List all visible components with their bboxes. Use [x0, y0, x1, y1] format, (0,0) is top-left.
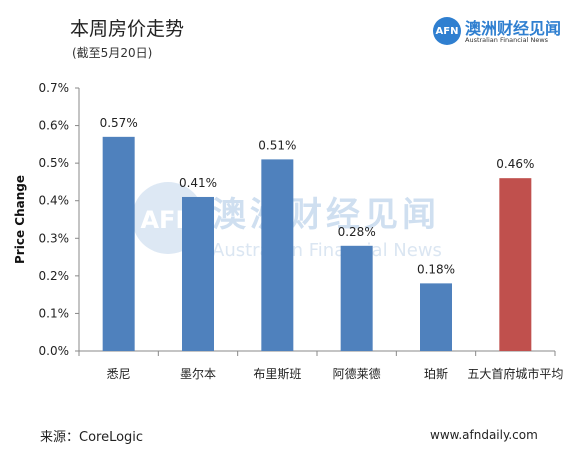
x-tick-label: 悉尼	[107, 367, 131, 381]
y-tick-label: 0.1%	[39, 306, 70, 320]
bar	[420, 283, 452, 351]
y-tick-label: 0.6%	[39, 119, 70, 133]
y-tick-label: 0.7%	[39, 81, 70, 95]
data-label: 0.57%	[100, 116, 138, 130]
x-tick-label: 五大首府城市平均	[467, 366, 563, 381]
bar	[499, 178, 532, 351]
y-tick-label: 0.3%	[39, 231, 70, 245]
logo-tagline: Australian Financial News	[465, 36, 549, 44]
chart-subtitle: (截至5月20日)	[72, 46, 153, 60]
data-label: 0.18%	[417, 262, 455, 276]
x-tick-label: 布里斯班	[253, 367, 301, 381]
data-label: 0.41%	[179, 176, 217, 190]
y-tick-label: 0.4%	[39, 194, 70, 208]
y-tick-label: 0.5%	[39, 156, 70, 170]
x-tick-label: 珀斯	[424, 367, 448, 381]
bar	[261, 159, 294, 351]
y-tick-label: 0.2%	[39, 269, 70, 283]
data-label: 0.51%	[258, 138, 296, 152]
source-text: 来源：CoreLogic	[40, 430, 144, 445]
logo-name: 澳洲财经见闻	[465, 19, 562, 38]
bar	[102, 136, 135, 351]
chart-title: 本周房价走势	[70, 18, 185, 40]
watermark-tagline: Australian Financial News	[212, 240, 442, 261]
website-url: www.afndaily.com	[430, 428, 538, 442]
data-label: 0.46%	[496, 157, 534, 171]
y-axis-label: Price Change	[13, 175, 27, 264]
watermark-name: 澳洲财经见闻	[212, 195, 440, 235]
x-tick-label: 墨尔本	[180, 366, 216, 381]
y-tick-label: 0.0%	[39, 344, 70, 358]
afn-logo-icon: AFN	[433, 17, 461, 45]
bar	[182, 196, 214, 351]
axes: 0.0% 0.1% 0.2% 0.3% 0.4% 0.5% 0.6% 0.7%	[39, 81, 556, 358]
bars: 0.57% 悉尼 0.41% 墨尔本 0.51% 布里斯班 0.28% 阿德莱德 0.18% 珀斯…	[100, 116, 564, 381]
afn-logo: AFN 澳洲财经见闻 Australian Financial News	[433, 14, 563, 50]
data-label: 0.28%	[338, 225, 376, 239]
bar	[340, 245, 373, 351]
x-tick-label: 阿德莱德	[333, 366, 381, 381]
